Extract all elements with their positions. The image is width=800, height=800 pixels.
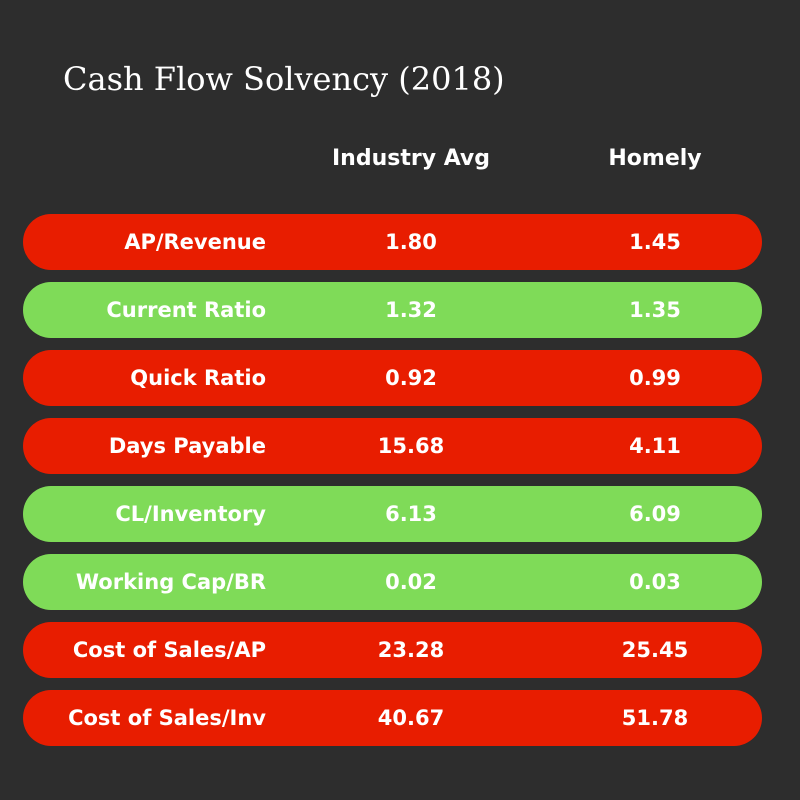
metric-label: AP/Revenue xyxy=(124,230,266,254)
homely-value: 1.35 xyxy=(629,298,681,322)
metric-row: Quick Ratio 0.92 0.99 xyxy=(23,350,762,406)
homely-value: 25.45 xyxy=(621,638,689,662)
metric-label: Current Ratio xyxy=(106,298,266,322)
industry-avg-value: 15.68 xyxy=(377,434,445,458)
metric-label: Quick Ratio xyxy=(130,366,266,390)
metrics-table: AP/Revenue 1.80 1.45 Current Ratio 1.32 … xyxy=(23,214,762,758)
industry-avg-value: 40.67 xyxy=(377,706,445,730)
metric-row: Days Payable 15.68 4.11 xyxy=(23,418,762,474)
metric-label: Cost of Sales/Inv xyxy=(68,706,266,730)
homely-value: 0.99 xyxy=(629,366,681,390)
industry-avg-value: 1.32 xyxy=(385,298,437,322)
homely-value: 4.11 xyxy=(629,434,681,458)
metric-row: AP/Revenue 1.80 1.45 xyxy=(23,214,762,270)
homely-value: 0.03 xyxy=(629,570,681,594)
metric-row: Cost of Sales/AP 23.28 25.45 xyxy=(23,622,762,678)
metric-row: Cost of Sales/Inv 40.67 51.78 xyxy=(23,690,762,746)
industry-avg-value: 0.92 xyxy=(385,366,437,390)
industry-avg-value: 0.02 xyxy=(385,570,437,594)
industry-avg-value: 6.13 xyxy=(385,502,437,526)
metric-row: CL/Inventory 6.13 6.09 xyxy=(23,486,762,542)
metric-label: Working Cap/BR xyxy=(75,570,266,594)
column-header-industry-avg: Industry Avg xyxy=(331,146,491,171)
industry-avg-value: 1.80 xyxy=(385,230,437,254)
page-title: Cash Flow Solvency (2018) xyxy=(63,60,505,98)
homely-value: 6.09 xyxy=(629,502,681,526)
metric-label: CL/Inventory xyxy=(115,502,266,526)
column-header-homely: Homely xyxy=(608,146,702,171)
metric-row: Working Cap/BR 0.02 0.03 xyxy=(23,554,762,610)
metric-label: Days Payable xyxy=(108,434,266,458)
homely-value: 1.45 xyxy=(629,230,681,254)
homely-value: 51.78 xyxy=(621,706,689,730)
metric-row: Current Ratio 1.32 1.35 xyxy=(23,282,762,338)
industry-avg-value: 23.28 xyxy=(377,638,445,662)
metric-label: Cost of Sales/AP xyxy=(72,638,266,662)
